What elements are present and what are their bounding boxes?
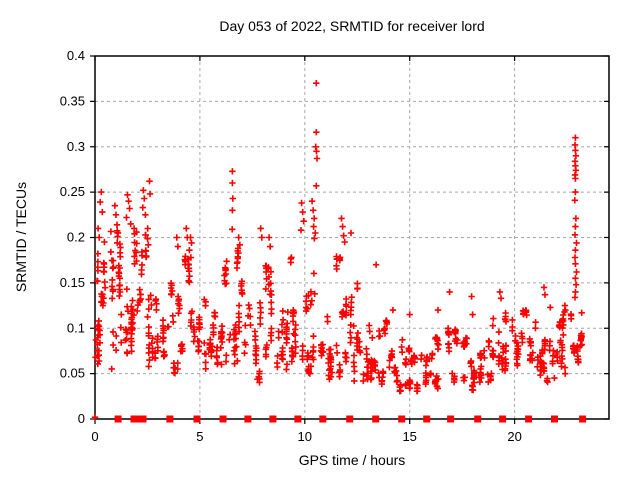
- baseline-square-marker: [219, 415, 227, 423]
- baseline-square-marker: [269, 415, 277, 423]
- baseline-square-marker: [551, 415, 558, 423]
- y-tick-label: 0.15: [60, 275, 85, 290]
- baseline-square-marker: [139, 415, 147, 423]
- grid-lines: [95, 56, 609, 419]
- y-tick-label: 0.1: [67, 320, 85, 335]
- x-tick-label: 5: [196, 429, 203, 444]
- x-tick-label: 15: [402, 429, 416, 444]
- plot-border: [90, 55, 610, 424]
- baseline-markers: [114, 415, 587, 423]
- y-axis-title: SRMTID / TECUs: [13, 181, 29, 293]
- y-tick-label: 0.35: [60, 93, 85, 108]
- baseline-square-marker: [525, 415, 533, 423]
- baseline-square-marker: [166, 415, 174, 423]
- baseline-square-marker: [133, 415, 141, 423]
- baseline-square-marker: [114, 415, 122, 423]
- baseline-square-marker: [193, 415, 201, 423]
- y-tick-label: 0.3: [67, 139, 85, 154]
- y-tick-label: 0.25: [60, 184, 85, 199]
- x-tick-label: 20: [507, 429, 521, 444]
- baseline-square-marker: [423, 415, 431, 423]
- srmtid-plus-markers: [91, 80, 586, 421]
- baseline-square-marker: [474, 415, 482, 423]
- x-tick-label: 0: [91, 429, 98, 444]
- baseline-square-marker: [244, 415, 252, 423]
- baseline-square-marker: [372, 415, 380, 423]
- baseline-square-marker: [579, 415, 587, 423]
- baseline-square-marker: [294, 415, 302, 423]
- baseline-square-marker: [319, 415, 327, 423]
- y-tick-label: 0.05: [60, 366, 85, 381]
- y-tick-label: 0.2: [67, 230, 85, 245]
- x-axis-title: GPS time / hours: [298, 452, 406, 468]
- x-tick-label: 10: [298, 429, 312, 444]
- data-points: [91, 80, 586, 421]
- baseline-square-marker: [499, 415, 507, 423]
- baseline-square-marker: [346, 415, 354, 423]
- y-tick-label: 0.4: [67, 48, 85, 63]
- baseline-square-marker: [447, 415, 455, 423]
- y-tick-labels: 0 0.05 0.1 0.15 0.2 0.25 0.3 0.35 0.4: [60, 48, 85, 426]
- chart-title: Day 053 of 2022, SRMTID for receiver lor…: [219, 18, 485, 34]
- y-tick-label: 0: [78, 411, 85, 426]
- x-tick-labels: 0 5 10 15 20: [91, 429, 521, 444]
- baseline-square-marker: [398, 415, 406, 423]
